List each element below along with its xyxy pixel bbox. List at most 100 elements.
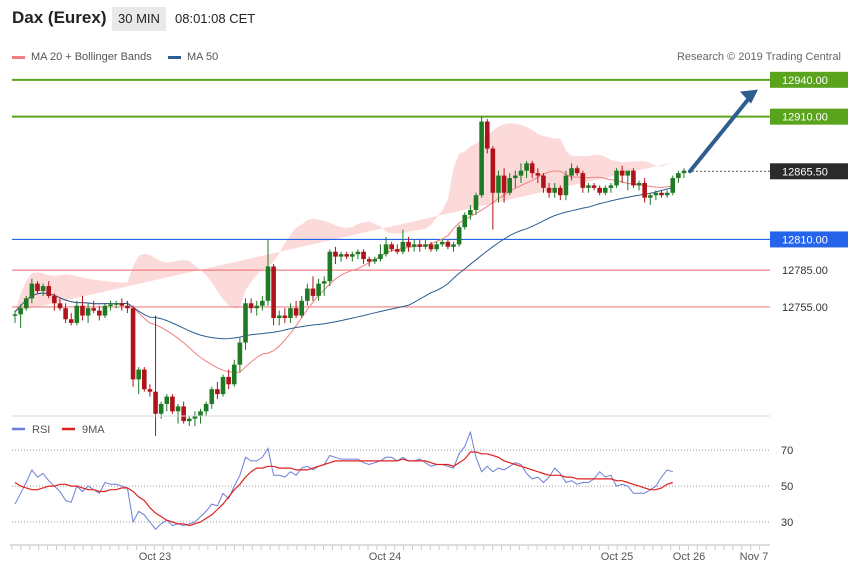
candle-body (316, 283, 321, 296)
candle (501, 168, 507, 203)
candle-body (664, 192, 670, 196)
candle (248, 298, 254, 314)
candle (220, 374, 226, 397)
ma50-line (14, 187, 673, 340)
candle (563, 170, 569, 201)
candle (653, 190, 659, 201)
candle-body (614, 170, 619, 186)
level-label-12755.00: 12755.00 (782, 302, 828, 314)
candle (63, 303, 68, 323)
candle (659, 190, 664, 198)
candle (68, 313, 74, 326)
candle (52, 293, 57, 311)
candle-body (518, 170, 524, 176)
timeframe-selector[interactable]: 30 MIN (112, 7, 166, 31)
candle (524, 160, 529, 179)
candle (97, 305, 102, 321)
candle-body (52, 295, 57, 304)
candle-body (23, 298, 29, 309)
candle (282, 308, 288, 323)
candle-body (400, 241, 406, 252)
candle-body (243, 303, 248, 343)
last-price-tag (770, 163, 848, 180)
candle (361, 249, 366, 264)
candle (535, 168, 541, 183)
candle (451, 241, 456, 252)
candle (400, 229, 406, 255)
candle-body (642, 182, 647, 198)
candle-body (591, 185, 597, 188)
candle-body (97, 310, 102, 316)
candle (310, 276, 316, 301)
candle-body (164, 396, 170, 404)
candle-body (91, 308, 97, 311)
candle-body (619, 170, 625, 176)
ma20-line (14, 170, 673, 374)
candle (389, 241, 394, 252)
candle-body (580, 173, 586, 188)
candle-body (276, 315, 282, 319)
candle-body (636, 182, 642, 186)
candle-body (80, 305, 85, 316)
candle (394, 244, 400, 255)
candle (164, 394, 170, 412)
candle-body (456, 227, 462, 245)
candle (552, 182, 557, 198)
candle-body (113, 303, 119, 305)
candle-body (293, 308, 299, 316)
candle (299, 295, 305, 319)
candle-body (524, 163, 529, 171)
candle-body (46, 286, 52, 296)
candle-body (507, 178, 513, 193)
candle (507, 173, 513, 196)
candle (80, 295, 85, 321)
candle-body (282, 315, 288, 319)
candle-body (192, 416, 198, 419)
candle (153, 315, 158, 436)
candle-body (423, 244, 428, 247)
candle (484, 119, 490, 154)
candle-body (57, 303, 63, 309)
candle (260, 295, 265, 311)
candle (496, 170, 501, 203)
candle (411, 239, 417, 252)
candle-body (338, 254, 344, 257)
instrument-title: Dax (Eurex) (12, 8, 107, 27)
candle (57, 298, 63, 311)
candle-body (248, 303, 254, 309)
candle-body (541, 175, 546, 188)
candle-body (659, 192, 664, 196)
candle (625, 170, 631, 191)
candle-body (417, 244, 423, 247)
candle-body (226, 376, 231, 385)
candle (580, 170, 586, 193)
time-label: Nov 7 (740, 551, 769, 563)
candle (462, 212, 468, 230)
candle (378, 244, 383, 262)
candle (608, 182, 614, 193)
candle (574, 165, 580, 176)
candle (85, 303, 91, 323)
candle-body (361, 251, 366, 260)
candle-body (597, 187, 602, 193)
candle (681, 168, 687, 179)
candle-body (108, 304, 113, 307)
candle (490, 146, 496, 230)
candle (209, 386, 215, 409)
legend-ma20: MA 20 + Bollinger Bands (12, 51, 152, 63)
candle-body (546, 187, 552, 193)
candle-body (136, 369, 141, 380)
legend-ma50-label: MA 50 (187, 51, 219, 63)
candle (327, 249, 333, 287)
candle (614, 168, 619, 188)
candle (434, 241, 439, 252)
time-label: Oct 23 (139, 551, 171, 563)
candle (406, 236, 411, 252)
candle (647, 192, 653, 206)
candle-body (288, 308, 293, 319)
candle (670, 175, 676, 196)
candle (569, 163, 574, 181)
candle-body (130, 308, 136, 380)
candle (231, 359, 237, 387)
candle-body (372, 259, 378, 262)
